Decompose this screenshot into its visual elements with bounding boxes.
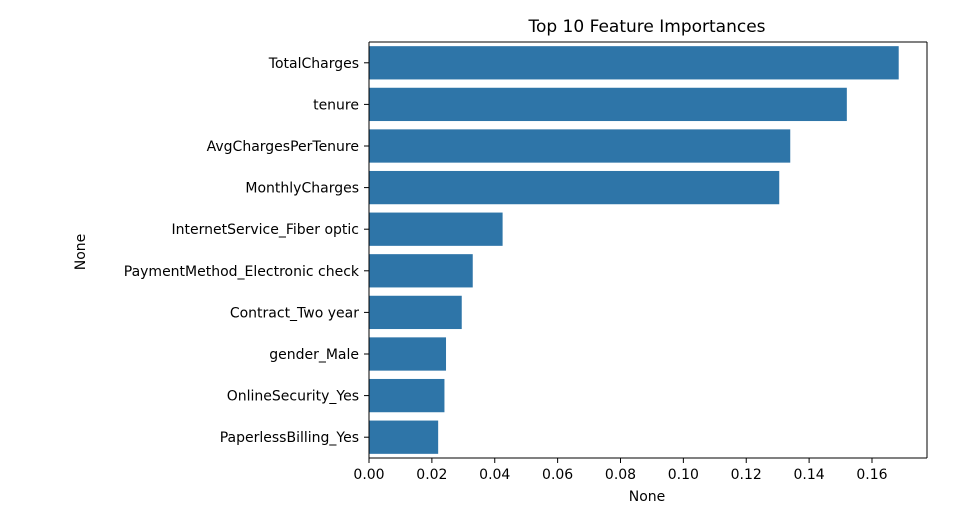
x-tick-label: 0.10 (668, 467, 699, 483)
y-tick-label: PaymentMethod_Electronic check (124, 264, 360, 280)
bar-7 (369, 337, 447, 371)
y-tick-label: gender_Male (269, 347, 359, 363)
x-tick-label: 0.04 (479, 467, 510, 483)
x-tick-label: 0.12 (731, 467, 762, 483)
bar-4 (369, 212, 503, 246)
y-tick-label: Contract_Two year (230, 305, 359, 321)
bar-1 (369, 87, 847, 122)
axes-layer: TotalCharges tenure AvgChargesPerTenure Mon… (124, 41, 928, 483)
x-tick-label: 0.16 (856, 467, 887, 483)
y-tick-label: tenure (313, 97, 359, 113)
chart-title: Top 10 Feature Importances (527, 17, 765, 37)
bars-layer (369, 46, 899, 454)
x-tick-label: 0.00 (353, 467, 384, 483)
bar-2 (369, 129, 791, 163)
x-axis-label: None (629, 489, 666, 505)
x-tick-label: 0.14 (794, 467, 825, 483)
y-tick-label: PaperlessBilling_Yes (220, 430, 359, 446)
bar-0 (369, 46, 899, 80)
y-axis-label: None (73, 234, 89, 271)
y-tick-label: MonthlyCharges (245, 181, 359, 197)
y-tick-label: OnlineSecurity_Yes (227, 389, 359, 405)
x-tick-label: 0.02 (416, 467, 447, 483)
bar-8 (369, 378, 445, 413)
bar-9 (369, 420, 439, 454)
x-tick-label: 0.08 (605, 467, 636, 483)
bar-5 (369, 254, 473, 288)
bar-6 (369, 295, 462, 330)
y-tick-label: TotalCharges (268, 56, 359, 72)
bar-3 (369, 170, 780, 205)
y-tick-label: AvgChargesPerTenure (207, 139, 359, 155)
x-tick-label: 0.06 (542, 467, 573, 483)
y-tick-label: InternetService_Fiber optic (172, 222, 360, 238)
